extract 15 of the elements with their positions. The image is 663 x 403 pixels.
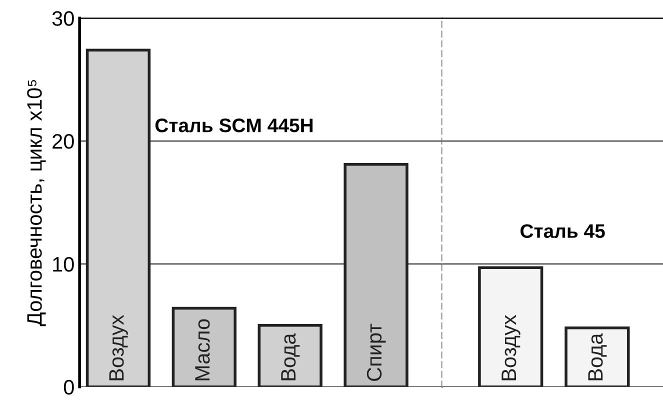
annotation: Сталь 45	[520, 224, 605, 238]
annotation: Сталь SCM 445H	[155, 118, 313, 132]
x-tick-label: Спирт	[366, 324, 386, 381]
y-tick-label: 30	[52, 11, 74, 26]
y-axis-title: Долговечность, цикл x10⁵	[27, 80, 46, 326]
x-tick-label: Масло	[195, 319, 210, 380]
bar	[86, 48, 151, 387]
x-tick-label: Воздух	[109, 314, 128, 380]
bar	[172, 306, 236, 387]
bar	[258, 324, 322, 387]
y-tick-label: 0	[64, 380, 74, 395]
y-tick-label: 10	[53, 256, 74, 272]
x-tick-label: Вода	[281, 333, 300, 380]
bar	[344, 163, 408, 387]
y-tick-label: 20	[52, 134, 74, 149]
